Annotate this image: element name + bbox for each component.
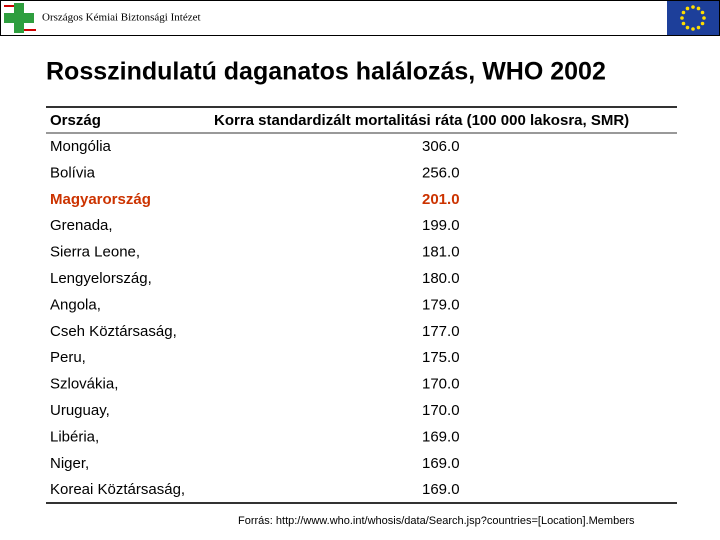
country-cell: Mongólia: [50, 138, 112, 155]
country-cell: Szlovákia,: [50, 376, 118, 393]
rate-cell: 177.0: [422, 323, 460, 340]
rate-cell: 170.0: [422, 376, 460, 393]
country-cell: Bolívia: [50, 164, 96, 181]
country-cell: Sierra Leone,: [50, 244, 140, 261]
flag-star: [696, 6, 701, 11]
country-cell: Libéria,: [50, 428, 99, 445]
rate-cell: 179.0: [422, 296, 460, 313]
header-bar: [0, 0, 720, 36]
flag-star: [685, 6, 690, 11]
country-cell: Niger,: [50, 455, 89, 472]
rate-cell: 256.0: [422, 164, 460, 181]
flag-star: [681, 10, 686, 15]
rate-cell: 170.0: [422, 402, 460, 419]
country-cell: Angola,: [50, 296, 101, 313]
flag-star: [702, 16, 706, 20]
rate-cell: 175.0: [422, 349, 460, 366]
column-header: Ország: [50, 112, 101, 129]
flag-star: [691, 5, 695, 9]
rate-cell: 181.0: [422, 244, 460, 261]
country-cell: Grenada,: [50, 217, 113, 234]
flag-star: [681, 21, 686, 26]
source-note: Forrás: http://www.who.int/whosis/data/S…: [238, 515, 635, 527]
flag-star: [696, 25, 701, 30]
rate-cell: 169.0: [422, 481, 460, 498]
country-cell: Magyarország: [50, 191, 151, 208]
flag-star: [691, 27, 695, 31]
eu-flag: [667, 1, 719, 35]
rate-cell: 201.0: [422, 191, 460, 208]
country-cell: Koreai Köztársaság,: [50, 481, 185, 498]
institute-name: Országos Kémiai Biztonsági Intézet: [42, 12, 201, 24]
rate-cell: 169.0: [422, 455, 460, 472]
rate-cell: 199.0: [422, 217, 460, 234]
flag-star: [700, 21, 705, 26]
rate-cell: 306.0: [422, 138, 460, 155]
country-cell: Cseh Köztársaság,: [50, 323, 177, 340]
table-body: Mongólia 306.0 Bolívia 256.0 Magyarország 201…: [50, 138, 460, 498]
logo: [4, 3, 36, 33]
country-cell: Lengyelország,: [50, 270, 152, 287]
rate-cell: 180.0: [422, 270, 460, 287]
flag-star: [700, 10, 705, 15]
column-header: Korra standardizált mortalitási ráta (10…: [214, 112, 629, 129]
country-cell: Peru,: [50, 349, 86, 366]
country-cell: Uruguay,: [50, 402, 110, 419]
rate-cell: 169.0: [422, 428, 460, 445]
flag-star: [680, 16, 684, 20]
slide-title: Rosszindulatú daganatos halálozás, WHO 2…: [46, 58, 606, 86]
flag-star: [685, 25, 690, 30]
